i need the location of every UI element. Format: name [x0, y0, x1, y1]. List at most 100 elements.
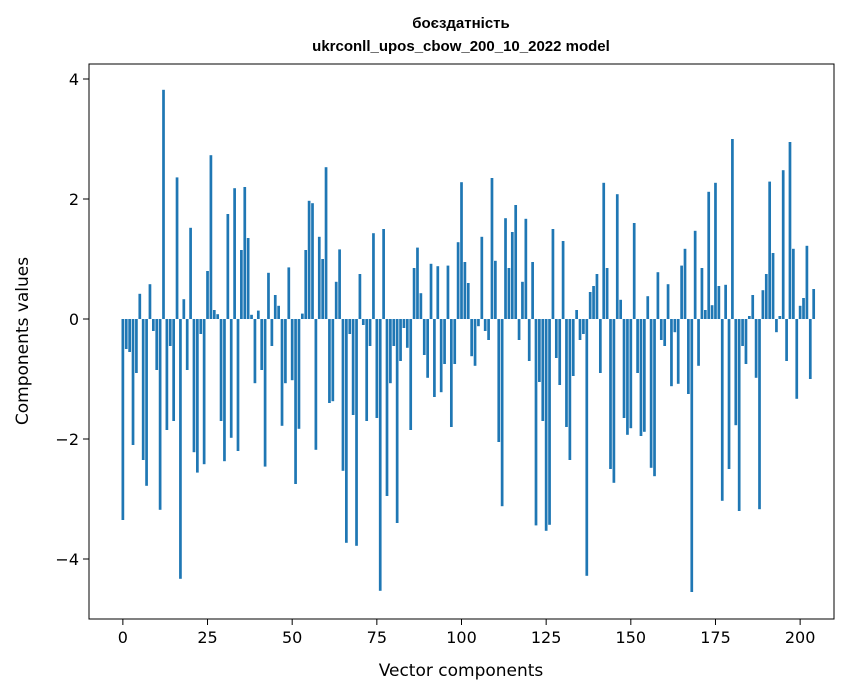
bar-27 — [212, 310, 216, 319]
bar-154 — [643, 319, 646, 432]
bar-186 — [751, 295, 755, 319]
bar-89 — [422, 319, 426, 355]
bar-96 — [446, 265, 450, 319]
bar-16 — [175, 177, 179, 319]
bar-181 — [734, 319, 738, 426]
bar-82 — [399, 319, 402, 361]
bar-171 — [700, 268, 704, 319]
x-tick-label: 50 — [282, 628, 302, 647]
bar-12 — [162, 89, 165, 319]
bar-50 — [290, 319, 294, 381]
bar-72 — [365, 319, 369, 421]
bar-172 — [703, 310, 707, 319]
bar-173 — [707, 191, 711, 319]
bar-78 — [385, 319, 389, 496]
bar-93 — [436, 266, 440, 319]
bar-44 — [270, 319, 274, 346]
bar-140 — [595, 274, 599, 319]
bar-61 — [328, 319, 331, 403]
bar-17 — [179, 319, 182, 579]
bar-141 — [598, 319, 602, 373]
bars-group — [121, 89, 816, 592]
bar-177 — [720, 319, 724, 501]
y-axis-ticks: −4 −2 0 2 4 — [55, 70, 89, 569]
bar-21 — [192, 319, 196, 453]
bar-137 — [585, 319, 589, 576]
bar-28 — [216, 314, 220, 319]
bar-189 — [761, 290, 765, 319]
bar-139 — [592, 286, 595, 319]
bar-69 — [355, 319, 358, 546]
bar-75 — [375, 319, 379, 418]
bar-133 — [571, 319, 575, 376]
bar-149 — [626, 319, 629, 435]
bar-134 — [575, 310, 578, 319]
x-tick-label: 175 — [700, 628, 731, 647]
bar-130 — [561, 241, 565, 319]
bar-64 — [338, 249, 341, 319]
bar-19 — [185, 319, 189, 370]
bar-25 — [206, 271, 209, 319]
bar-81 — [395, 319, 399, 523]
bar-62 — [331, 319, 335, 402]
bar-157 — [653, 319, 656, 477]
bar-24 — [202, 319, 206, 465]
bar-146 — [615, 194, 619, 319]
y-axis-label: Components values — [13, 257, 33, 425]
bar-156 — [649, 319, 653, 468]
bar-109 — [490, 178, 494, 319]
bar-63 — [334, 281, 338, 319]
bar-105 — [477, 319, 480, 327]
bar-9 — [151, 319, 155, 331]
bar-49 — [287, 267, 291, 319]
bar-129 — [558, 319, 562, 385]
x-tick-label: 200 — [785, 628, 816, 647]
bar-179 — [727, 319, 731, 469]
bar-68 — [351, 319, 355, 415]
bar-198 — [792, 248, 795, 319]
bar-200 — [798, 305, 802, 319]
x-tick-label: 150 — [616, 628, 647, 647]
bar-151 — [632, 223, 636, 319]
bar-168 — [690, 319, 694, 592]
bar-176 — [717, 286, 721, 319]
bar-18 — [182, 299, 186, 319]
bar-184 — [744, 319, 748, 364]
bar-55 — [307, 200, 311, 319]
bar-118 — [521, 281, 524, 319]
bar-197 — [788, 142, 792, 319]
bar-116 — [514, 205, 518, 319]
bar-46 — [277, 305, 280, 319]
x-tick-label: 100 — [446, 628, 477, 647]
bar-91 — [429, 263, 433, 319]
bar-182 — [737, 319, 741, 511]
bar-32 — [229, 319, 233, 438]
bar-95 — [443, 319, 446, 364]
bar-125 — [544, 319, 548, 531]
bar-187 — [754, 319, 758, 378]
bar-112 — [500, 319, 504, 507]
bar-30 — [223, 319, 226, 462]
bar-67 — [348, 319, 352, 334]
bar-15 — [172, 319, 176, 421]
x-tick-label: 25 — [197, 628, 217, 647]
bar-158 — [656, 272, 660, 319]
bar-201 — [802, 298, 805, 319]
bar-40 — [256, 310, 260, 319]
bar-143 — [605, 268, 609, 319]
bar-76 — [378, 319, 382, 591]
bar-34 — [236, 319, 240, 451]
bar-147 — [619, 299, 623, 319]
bar-115 — [510, 232, 514, 319]
bar-33 — [233, 188, 236, 319]
bar-164 — [676, 319, 680, 384]
bar-6 — [141, 319, 145, 460]
y-tick-label: −4 — [55, 550, 79, 569]
bar-29 — [219, 319, 223, 421]
bar-188 — [758, 319, 761, 510]
bar-84 — [405, 319, 409, 348]
bar-51 — [294, 319, 297, 484]
x-axis-label: Vector components — [379, 661, 544, 681]
bar-153 — [639, 319, 643, 436]
bar-203 — [808, 319, 812, 379]
